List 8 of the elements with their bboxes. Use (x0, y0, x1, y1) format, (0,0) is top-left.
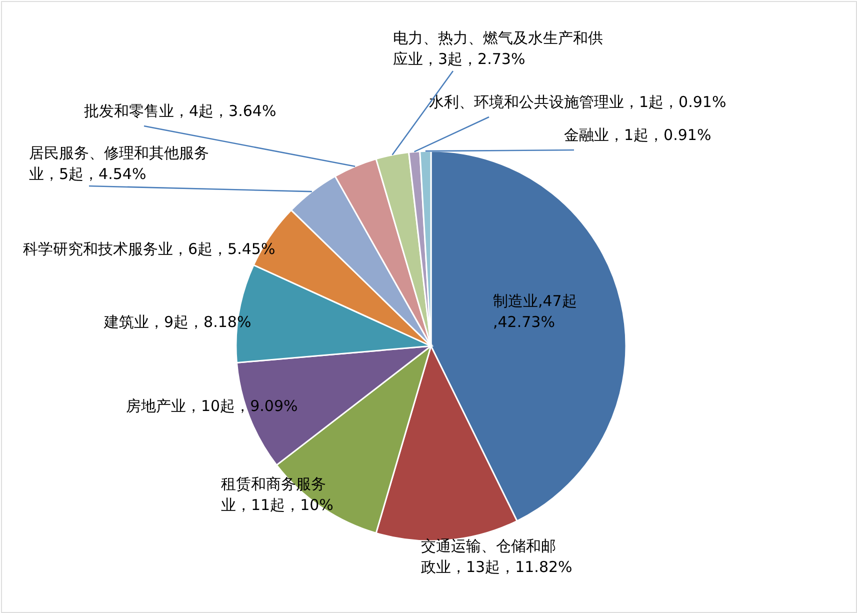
slice-label: 电力、热力、燃气及水生产和供应业，3起，2.73% (393, 29, 603, 68)
slice-label: 批发和零售业，4起，3.64% (84, 102, 276, 120)
slice-label: 水利、环境和公共设施管理业，1起，0.91% (429, 93, 726, 111)
slice-label: 金融业，1起，0.91% (564, 126, 712, 144)
slice-label: 制造业,47起,42.73% (493, 292, 577, 331)
slice-label: 交通运输、仓储和邮政业，13起，11.82% (421, 537, 572, 576)
slice-label: 居民服务、修理和其他服务业，5起，4.54% (29, 144, 209, 183)
slice-label: 房地产业，10起，9.09% (126, 397, 298, 415)
